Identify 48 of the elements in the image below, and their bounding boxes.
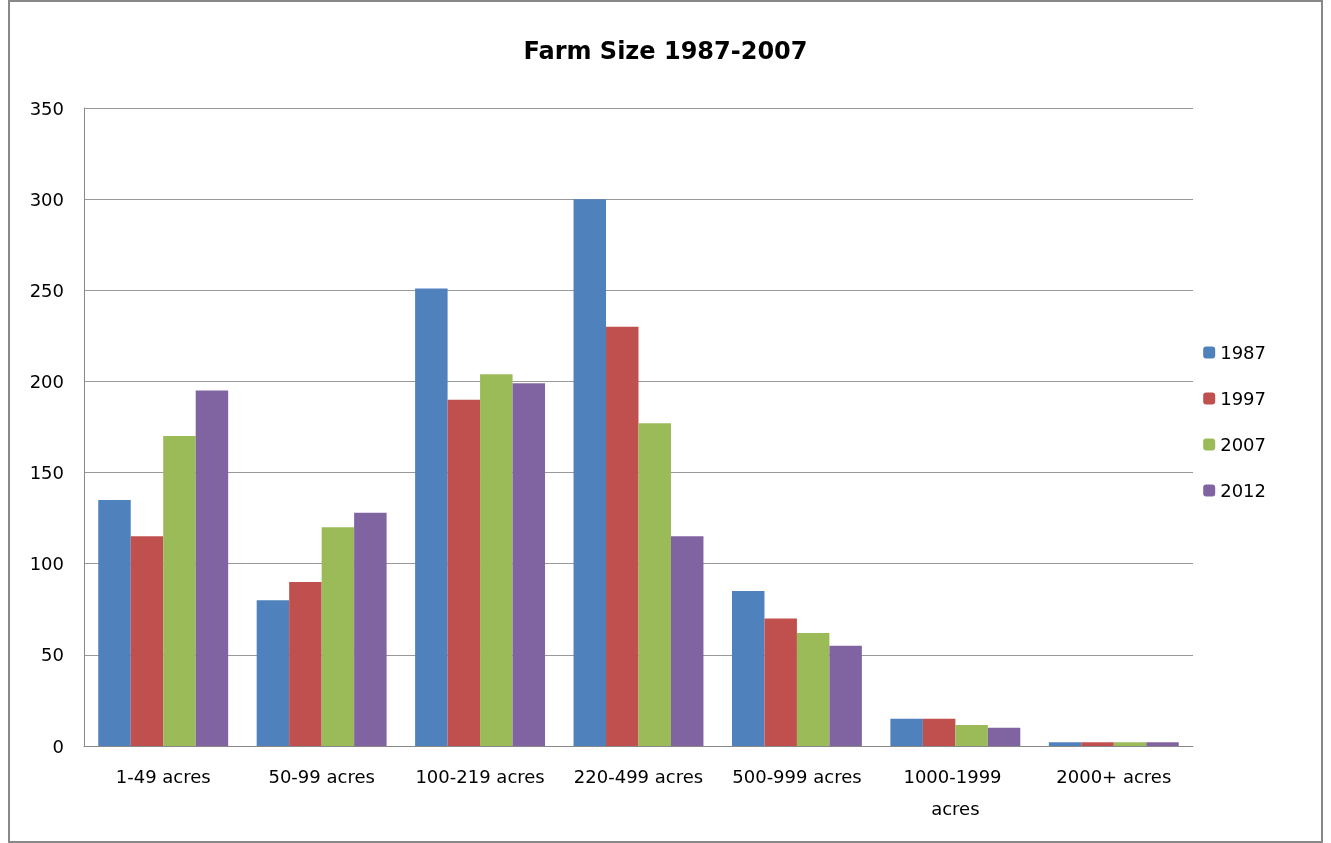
y-tick-label: 200 [29,370,64,392]
x-tick-label: 500-999 acres [732,765,862,787]
bar [289,581,322,746]
bar [670,536,704,746]
bar [796,632,830,746]
bar [415,288,448,746]
x-tick-label: 50-99 acres [268,765,375,787]
legend-label: 1997 [1220,388,1266,409]
bar [354,512,387,746]
bar [922,718,956,746]
bar [1048,742,1082,746]
bar [1146,742,1179,746]
bar [163,436,196,746]
bar [195,390,229,746]
bar [573,199,607,746]
y-tick-label: 300 [29,188,64,210]
legend-label: 2012 [1220,480,1266,501]
bar [321,527,355,746]
legend-label: 1987 [1220,342,1266,363]
bar [606,326,639,746]
y-tick-label: 50 [41,644,64,666]
bar [512,383,546,746]
bar [256,600,290,746]
y-tick-label: 100 [29,553,64,575]
bar [955,725,988,746]
bar [638,423,671,746]
bar [130,536,164,746]
bar [764,618,797,746]
legend-label: 2007 [1220,434,1266,455]
bar [987,727,1021,746]
bar [1081,742,1114,746]
bar [731,591,765,746]
y-tick-label: 150 [29,462,64,484]
x-tick-label: 1000-1999 acres [903,765,1008,819]
x-tick-label: 2000+ acres [1056,765,1172,787]
chart-title: Farm Size 1987-2007 [523,37,808,65]
x-tick-label: 220-499 acres [573,765,704,787]
bar [1113,742,1147,746]
y-tick-label: 250 [29,279,64,301]
bar [829,645,862,746]
bar [480,374,513,746]
x-tick-label: 100-219 acres [415,765,545,787]
y-tick-label: 0 [52,735,64,757]
bar [98,499,131,746]
x-tick-label: 1-49 acres [115,765,211,787]
y-tick-label: 350 [29,97,64,119]
bar [890,718,923,746]
bar [447,399,481,746]
